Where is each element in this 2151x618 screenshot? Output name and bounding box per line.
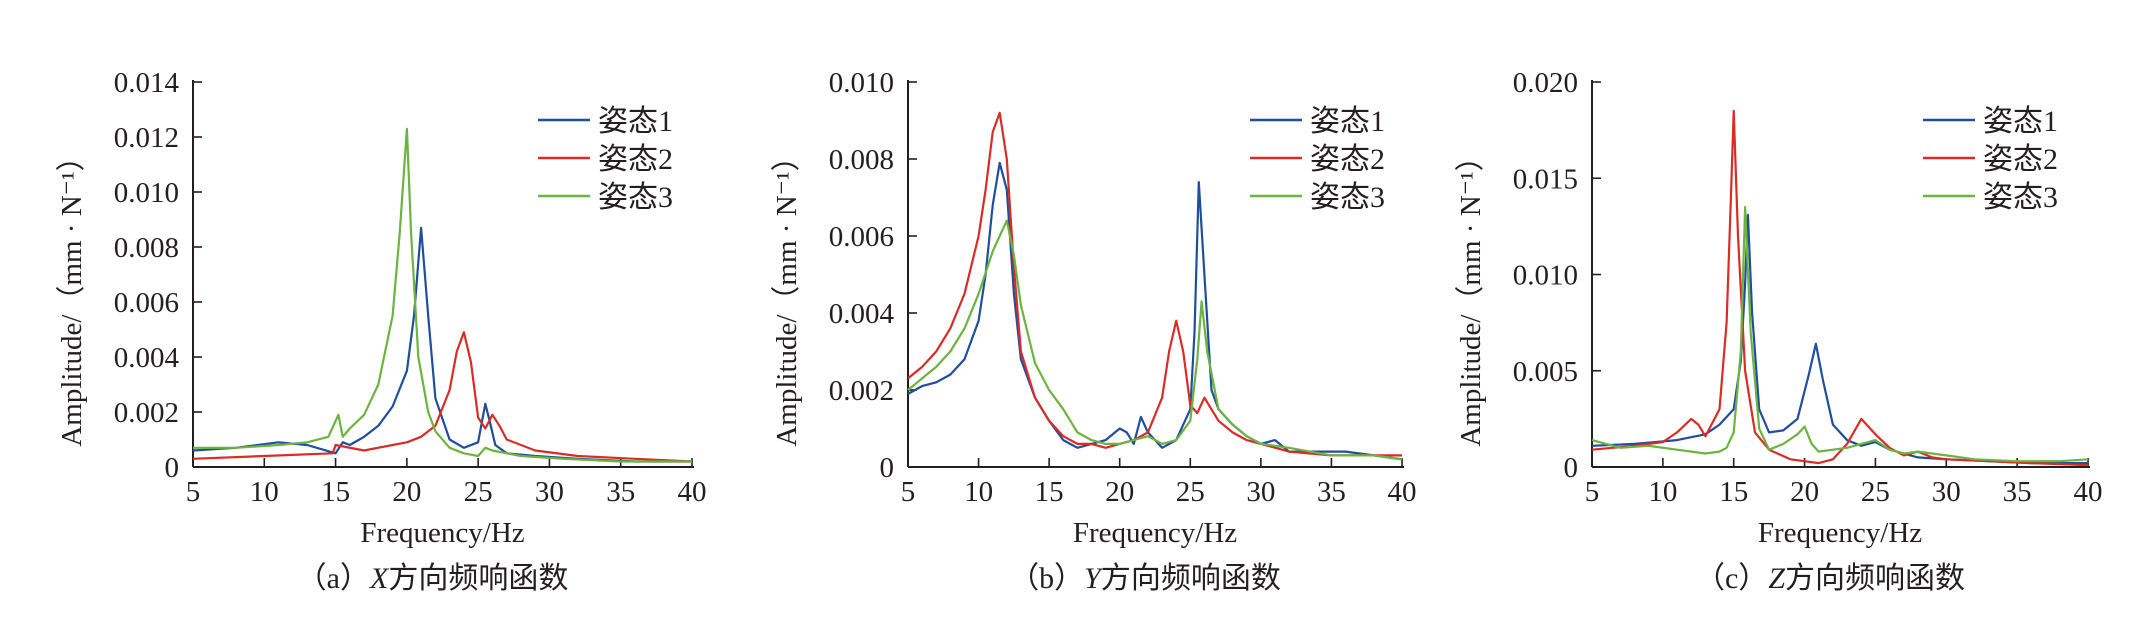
x-tick-label: 40 [678, 476, 707, 508]
series-line-2 [192, 331, 693, 463]
x-tick-label: 35 [2003, 476, 2032, 508]
x-tick-label: 10 [964, 476, 993, 508]
caption-axis: X [369, 562, 390, 595]
legend: 姿态1 姿态2 姿态3 [538, 105, 673, 214]
legend-label: 姿态3 [598, 181, 673, 214]
legend-label: 姿态1 [598, 105, 673, 138]
y-tick-label: 0.010 [114, 177, 179, 209]
y-tick-label: 0.014 [114, 67, 180, 99]
legend: 姿态1 姿态2 姿态3 [1250, 105, 1385, 214]
x-tick-label: 40 [1388, 476, 1417, 508]
caption-prefix: （a） [297, 562, 370, 595]
caption-prefix: （c） [1695, 562, 1768, 595]
y-tick-label: 0.006 [114, 287, 179, 319]
series-line-3 [1591, 206, 2089, 463]
y-tick-label: 0 [880, 452, 895, 484]
series-line-3 [907, 219, 1403, 461]
caption-text: 方向频响函数 [1785, 562, 1965, 595]
x-tick-label: 10 [250, 476, 279, 508]
y-axis-title: Amplitude/（mm · N⁻¹） [771, 142, 803, 446]
y-tick-label: 0.008 [829, 144, 894, 176]
y-tick-label: 0.005 [1513, 356, 1578, 388]
x-tick-label: 35 [606, 476, 635, 508]
y-axis-title: Amplitude/（mm · N⁻¹） [56, 142, 88, 446]
x-tick-label: 30 [535, 476, 564, 508]
series-line-2 [907, 111, 1402, 457]
y-tick-label: 0.015 [1513, 163, 1578, 195]
y-tick-label: 0.010 [829, 67, 894, 99]
x-tick-label: 30 [1932, 476, 1961, 508]
y-tick-label: 0.020 [1513, 67, 1578, 99]
chart-panel-2: 5 10 15 20 25 30 35 40 0 0.005 0.010 0.015 0.020 Freq… [1455, 67, 2103, 595]
x-tick-label: 15 [321, 476, 350, 508]
x-tick-label: 20 [392, 476, 421, 508]
caption-axis: Y [1084, 562, 1104, 595]
x-tick-label: 10 [1648, 476, 1677, 508]
legend: 姿态1 姿态2 姿态3 [1923, 105, 2058, 214]
caption-axis: Z [1768, 562, 1785, 595]
x-tick-label: 30 [1246, 476, 1275, 508]
legend-label: 姿态2 [1983, 143, 2058, 176]
figure-caption: （b）Y方向频响函数 [1009, 562, 1281, 595]
x-tick-label: 15 [1719, 476, 1748, 508]
y-tick-label: 0.006 [829, 221, 894, 253]
x-tick-label: 25 [1176, 476, 1205, 508]
chart-panel-1: 5 10 15 20 25 30 35 40 0 0.002 0.004 0.006 0.008 0.01… [771, 67, 1417, 595]
x-tick-label: 40 [2074, 476, 2103, 508]
y-axis-title: Amplitude/（mm · N⁻¹） [1455, 142, 1487, 446]
caption-prefix: （b） [1009, 562, 1084, 595]
x-axis-title: Frequency/Hz [360, 517, 524, 549]
caption-text: 方向频响函数 [388, 562, 568, 595]
figure-caption: （c）Z方向频响函数 [1695, 562, 1965, 595]
figure-caption: （a）X方向频响函数 [297, 562, 569, 595]
series-line-1 [1591, 213, 2088, 465]
y-tick-label: 0 [1564, 452, 1579, 484]
x-tick-label: 25 [1861, 476, 1890, 508]
y-tick-label: 0.012 [114, 122, 179, 154]
y-tick-label: 0.010 [1513, 260, 1578, 292]
x-tick-label: 5 [1585, 476, 1600, 508]
chart-panel-0: 5 10 15 20 25 30 35 40 0 0.002 0.004 0.006 0.008 0.01… [56, 67, 707, 595]
x-tick-label: 35 [1317, 476, 1346, 508]
legend-label: 姿态2 [1310, 143, 1385, 176]
x-tick-label: 5 [901, 476, 916, 508]
series-line-3 [193, 127, 692, 463]
x-tick-label: 25 [464, 476, 493, 508]
legend-label: 姿态2 [598, 143, 673, 176]
x-axis-title: Frequency/Hz [1758, 517, 1922, 549]
legend-label: 姿态1 [1310, 105, 1385, 138]
legend-label: 姿态1 [1983, 105, 2058, 138]
y-tick-label: 0 [165, 452, 180, 484]
y-tick-label: 0.004 [829, 298, 895, 330]
legend-label: 姿态3 [1310, 181, 1385, 214]
y-tick-label: 0.002 [114, 397, 179, 429]
y-tick-label: 0.004 [114, 342, 180, 374]
legend-label: 姿态3 [1983, 181, 2058, 214]
series-line-1 [192, 226, 692, 463]
y-tick-label: 0.008 [114, 232, 179, 264]
x-tick-label: 20 [1790, 476, 1819, 508]
x-tick-label: 5 [186, 476, 201, 508]
x-tick-label: 20 [1105, 476, 1134, 508]
y-tick-label: 0.002 [829, 375, 894, 407]
x-tick-label: 15 [1035, 476, 1064, 508]
x-axis-title: Frequency/Hz [1073, 517, 1237, 549]
caption-text: 方向频响函数 [1101, 562, 1281, 595]
